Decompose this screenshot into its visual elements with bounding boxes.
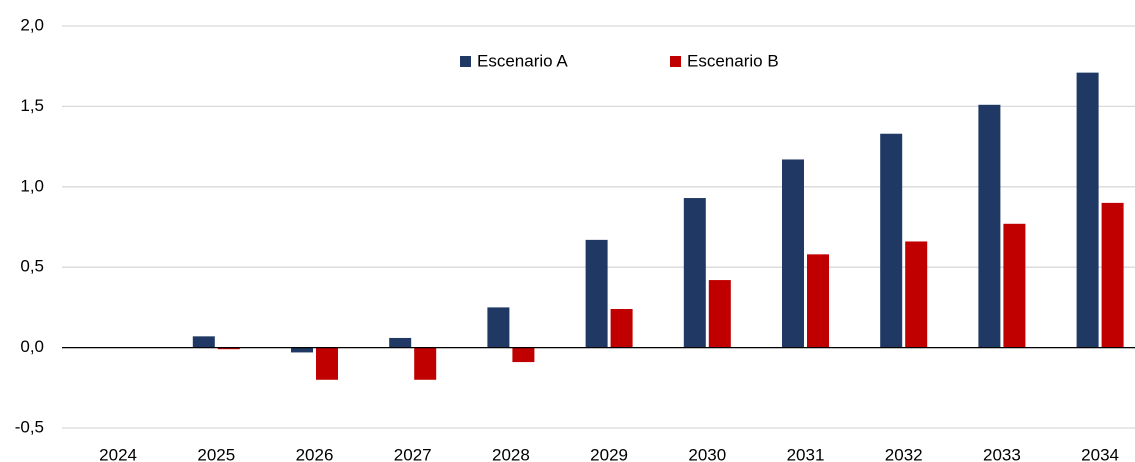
bar [316,347,338,380]
y-tick-label: 0,0 [20,337,44,356]
bar [291,347,313,353]
x-tick-label: 2026 [296,445,334,462]
y-tick-label: 1,5 [20,96,44,115]
legend-swatch [670,56,681,67]
bar [414,347,437,380]
x-tick-label: 2029 [590,445,628,462]
bar [1076,72,1099,348]
bar [512,347,535,363]
bar [487,307,510,348]
legend-label: Escenario B [687,51,779,70]
bar [807,254,829,348]
bar [782,159,804,348]
x-tick-label: 2034 [1081,445,1119,462]
x-tick-label: 2030 [688,445,726,462]
x-tick-label: 2024 [99,445,137,462]
legend-label: Escenario A [477,51,568,70]
bar [585,239,608,348]
bar [683,198,706,348]
x-tick-label: 2031 [787,445,825,462]
bar [389,337,412,348]
x-tick-label: 2032 [885,445,923,462]
y-tick-label: -0,5 [15,417,44,436]
legend-swatch [460,56,471,67]
bar [1003,223,1026,348]
bar [217,347,240,350]
y-tick-label: 2,0 [20,15,44,34]
x-tick-label: 2027 [394,445,432,462]
bar [610,309,633,348]
y-tick-label: 0,5 [20,257,44,276]
x-tick-label: 2025 [197,445,235,462]
bar [978,104,1001,348]
bar [192,336,215,348]
x-tick-label: 2033 [983,445,1021,462]
bar [905,241,928,348]
y-tick-label: 1,0 [20,176,44,195]
bar [880,133,903,348]
bar [1101,202,1124,348]
bar [708,280,731,348]
x-tick-label: 2028 [492,445,530,462]
